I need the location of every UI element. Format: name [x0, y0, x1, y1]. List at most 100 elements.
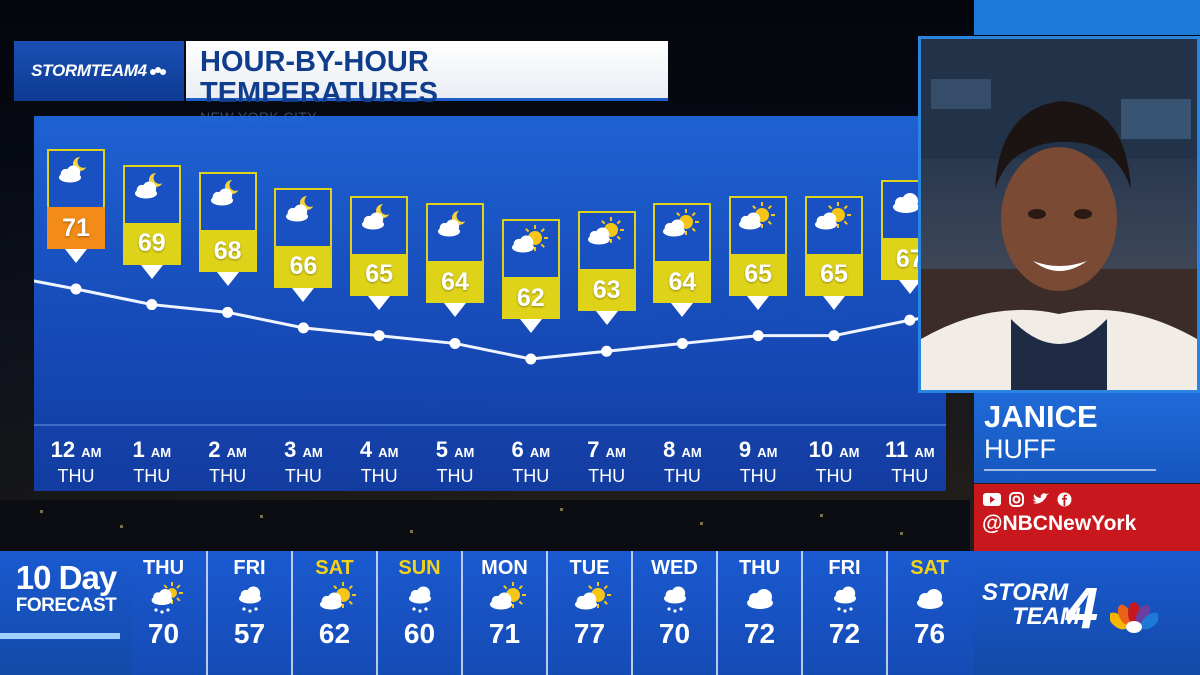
- trend-point: [676, 337, 688, 349]
- hour-label: 11 AM THU: [875, 438, 945, 487]
- hour-label: 8 AM THU: [647, 438, 717, 487]
- trend-point: [146, 299, 158, 311]
- trend-point: [525, 353, 537, 365]
- forecast-day-temp: 71: [488, 618, 521, 649]
- pointer-icon: [65, 249, 87, 263]
- hour-card: 66: [274, 187, 333, 302]
- forecast-day-name: FRI: [828, 557, 861, 579]
- hour-card: 65: [729, 195, 788, 310]
- forecast-day-name: SAT: [910, 557, 949, 579]
- rain-icon: [378, 579, 461, 619]
- partly-cloudy-sun-icon: [293, 579, 376, 619]
- forecast-day-temp: 72: [828, 618, 861, 649]
- facebook-icon[interactable]: [1054, 490, 1074, 508]
- stormteam4-logo: STORMTEAM4: [14, 41, 184, 101]
- hour-card: 63: [577, 211, 636, 326]
- hour-time: 2 AM: [208, 437, 247, 462]
- social-handle[interactable]: @NBCNewYork: [982, 512, 1137, 535]
- trend-point: [601, 345, 613, 357]
- social-media-card: @NBCNewYork: [974, 484, 1200, 552]
- partly-cloudy-moon-icon: [122, 164, 181, 223]
- hour-temperature: 68: [198, 230, 257, 273]
- brand-line-1: STORM: [982, 579, 1069, 606]
- presenter-name-card: JANICE HUFF: [974, 393, 1200, 483]
- forecast-day-temp: 72: [743, 618, 776, 649]
- brand-number: 4: [1066, 576, 1099, 641]
- hour-time: 4 AM: [359, 437, 399, 462]
- ten-day-accent-bar: [0, 633, 120, 639]
- hour-card: 64: [426, 203, 484, 318]
- forecast-day-name: THU: [142, 557, 185, 579]
- forecast-day-name: MON: [481, 557, 528, 579]
- forecast-day: MON 71: [461, 551, 546, 675]
- partly-cloudy-sun-icon: [463, 579, 546, 619]
- forecast-day: SAT 76: [886, 551, 971, 675]
- rain-icon: [208, 579, 291, 619]
- partly-cloudy-moon-icon: [426, 203, 484, 262]
- hour-label: 7 AM THU: [572, 438, 642, 487]
- hour-day: THU: [891, 466, 929, 486]
- forecast-day-temp: 60: [403, 618, 436, 649]
- hour-ampm: AM: [757, 445, 778, 460]
- hour-time: 1 AM: [132, 437, 172, 462]
- hour-temperature: 71: [47, 207, 105, 249]
- trend-point: [297, 322, 309, 334]
- hour-card: 71: [47, 149, 105, 263]
- forecast-day: FRI 57: [206, 551, 291, 675]
- hour-time: 11 AM: [885, 437, 935, 462]
- forecast-day: TUE 77: [546, 551, 631, 675]
- hour-label: 6 AM THU: [496, 438, 566, 487]
- pointer-icon: [216, 272, 239, 287]
- forecast-day-temp: 70: [658, 618, 691, 649]
- hour-ampm: AM: [914, 445, 935, 460]
- hour-card: 64: [653, 203, 712, 318]
- hour-card: 62: [501, 219, 560, 333]
- partly-cloudy-moon-icon: [47, 149, 105, 207]
- twitter-icon[interactable]: [1030, 490, 1050, 508]
- hour-day: THU: [360, 466, 398, 486]
- hour-label: 12 AM THU: [41, 438, 111, 487]
- hour-time: 5 AM: [435, 437, 475, 462]
- hour-day: THU: [739, 466, 777, 486]
- trend-point: [828, 330, 840, 342]
- hour-day: THU: [133, 466, 171, 486]
- trend-point: [222, 306, 234, 318]
- logo-text: STORMTEAM4: [31, 61, 147, 80]
- hour-label: 10 AM THU: [799, 438, 869, 487]
- hour-temperature: 65: [805, 253, 863, 296]
- hour-temperature: 63: [577, 269, 636, 312]
- page-title: HOUR-BY-HOUR TEMPERATURES: [200, 46, 438, 109]
- nbc-peacock-icon: [149, 67, 166, 75]
- pointer-icon: [140, 264, 163, 279]
- ten-day-subtitle: FORECAST: [15, 595, 117, 616]
- forecast-day-temp: 76: [913, 618, 946, 649]
- forecast-day: THU 72: [716, 551, 801, 675]
- ten-day-label: 10 Day FORECAST: [0, 551, 132, 675]
- camera-frame-top: [974, 0, 1200, 35]
- hour-ampm: AM: [302, 445, 323, 460]
- hour-time: 10 AM: [808, 437, 860, 462]
- instagram-icon[interactable]: [1006, 490, 1026, 508]
- hour-time: 9 AM: [738, 437, 778, 462]
- rain-icon: [633, 579, 716, 619]
- hour-temperature: 64: [653, 261, 712, 304]
- partly-cloudy-moon-icon: [198, 172, 257, 231]
- hour-day: THU: [209, 466, 247, 486]
- forecast-day: SAT 62: [291, 551, 376, 675]
- hour-day: THU: [512, 466, 550, 486]
- pointer-icon: [671, 303, 694, 318]
- forecast-day-temp: 57: [233, 618, 266, 649]
- ten-day-title: 10 Day: [15, 559, 117, 596]
- forecast-day-name: TUE: [569, 557, 610, 579]
- youtube-icon[interactable]: [982, 490, 1002, 508]
- partly-cloudy-sun-icon: [805, 195, 863, 254]
- hour-day: THU: [436, 466, 474, 486]
- skyline-lights: [0, 500, 970, 560]
- hour-day: THU: [663, 466, 701, 486]
- nbc-peacock-icon: [1110, 602, 1158, 633]
- pointer-icon: [444, 303, 466, 318]
- hour-card: 65: [805, 195, 863, 310]
- trend-point: [373, 330, 385, 342]
- forecast-day: FRI 72: [801, 551, 886, 675]
- trend-point: [904, 314, 916, 326]
